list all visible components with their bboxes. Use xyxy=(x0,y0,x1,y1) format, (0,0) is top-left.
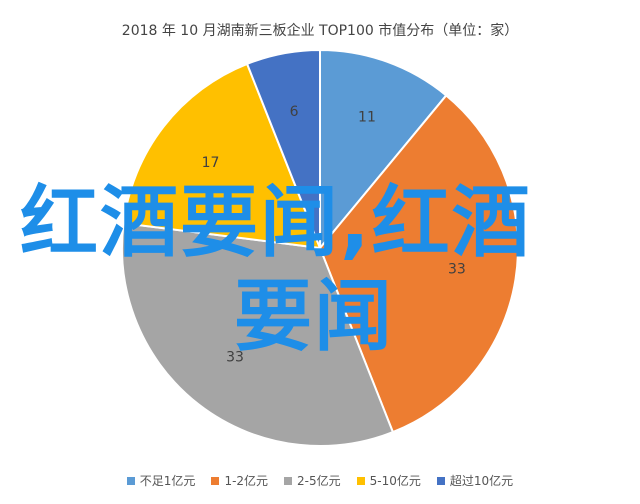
pie-slice-2 xyxy=(318,94,519,434)
legend-item-1: 不足1亿元 xyxy=(126,472,196,489)
pie-data-labels: 11 33 33 17 6 xyxy=(202,104,466,366)
legend-item-5: 超过10亿元 xyxy=(436,472,514,489)
legend-item-4: 5-10亿元 xyxy=(356,472,421,489)
legend-swatch-1 xyxy=(126,476,135,485)
legend-swatch-4 xyxy=(356,476,365,485)
data-label-1: 11 xyxy=(358,110,376,126)
overlay-line-2: 要闻 xyxy=(234,272,395,362)
data-label-4: 17 xyxy=(202,155,220,171)
legend-label-1: 不足1亿元 xyxy=(139,474,196,488)
pie-slice-3 xyxy=(121,222,395,447)
pie-slice-4 xyxy=(122,62,322,250)
pie-slice-1 xyxy=(319,48,448,251)
chart-legend: 不足1亿元 1-2亿元 2-5亿元 5-10亿元 超过10亿元 xyxy=(0,472,640,489)
legend-swatch-2 xyxy=(211,476,220,485)
overlay-watermark-text: 红酒要闻,红酒 要闻 xyxy=(20,176,580,364)
legend-label-3: 2-5亿元 xyxy=(297,474,341,488)
legend-label-5: 超过10亿元 xyxy=(449,474,514,488)
legend-label-2: 1-2亿元 xyxy=(224,474,269,488)
legend-swatch-5 xyxy=(436,476,445,485)
overlay-line-1: 红酒要闻,红酒 xyxy=(20,178,532,268)
data-label-2: 33 xyxy=(448,262,466,278)
legend-item-2: 1-2亿元 xyxy=(211,472,268,489)
data-label-5: 6 xyxy=(290,104,299,120)
legend-swatch-3 xyxy=(284,476,293,485)
legend-item-3: 2-5亿元 xyxy=(284,472,341,489)
data-label-3: 33 xyxy=(226,350,244,366)
chart-title: 2018 年 10 月湖南新三板企业 TOP100 市值分布（单位：家） xyxy=(121,23,519,39)
pie-slice-5 xyxy=(245,48,321,249)
legend-label-4: 5-10亿元 xyxy=(369,474,421,488)
pie-slices xyxy=(121,48,519,447)
